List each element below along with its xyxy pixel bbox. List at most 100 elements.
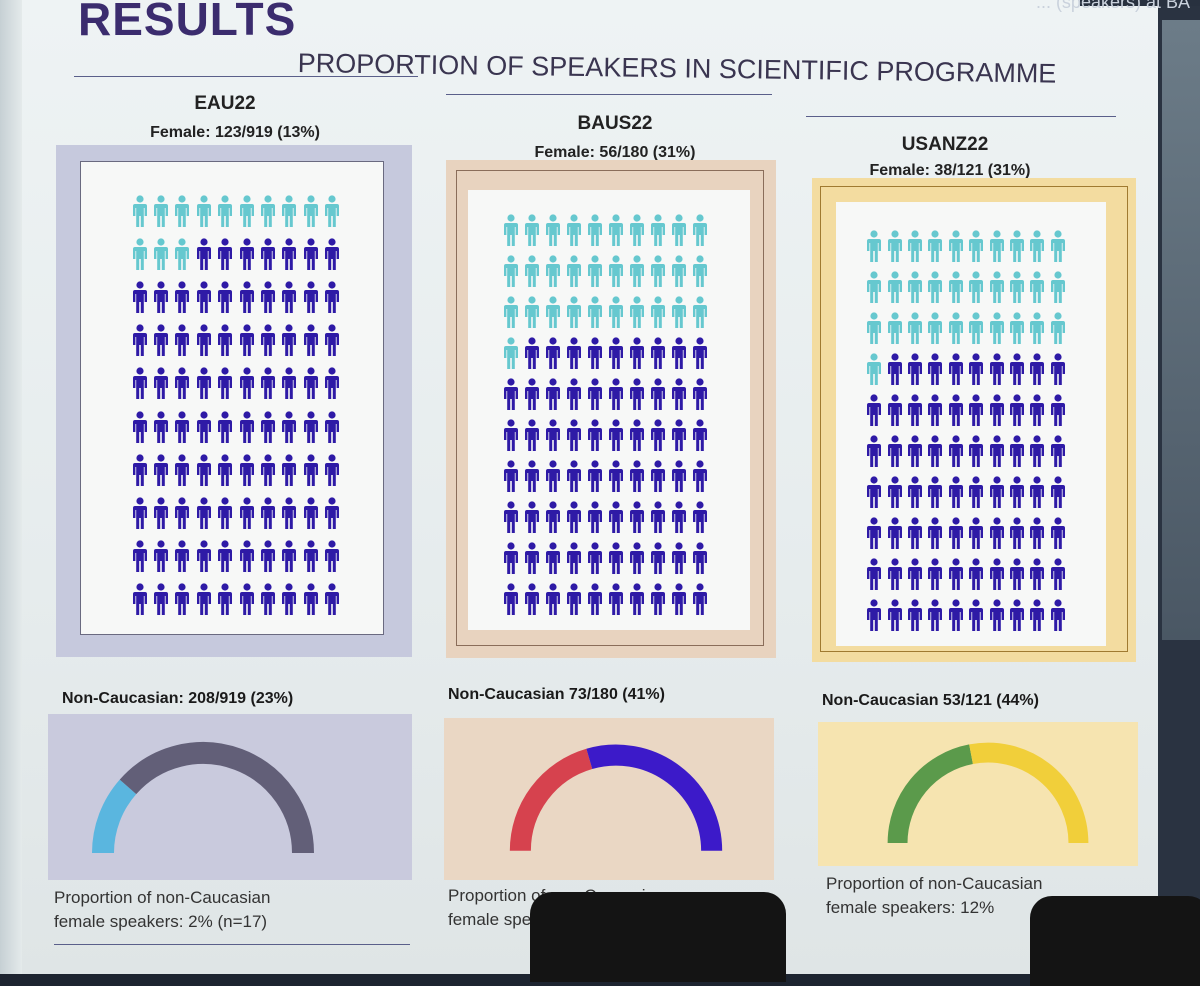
male-person-icon bbox=[905, 390, 925, 431]
female-person-icon bbox=[1027, 308, 1047, 349]
caption-line-2: female speakers: 2% (n=17) bbox=[54, 911, 268, 931]
male-person-icon bbox=[946, 513, 966, 554]
male-person-icon bbox=[584, 497, 605, 538]
male-person-icon bbox=[500, 374, 521, 415]
icon-array-frame bbox=[446, 160, 776, 658]
male-person-icon bbox=[215, 492, 236, 535]
male-person-icon bbox=[150, 492, 171, 535]
male-person-icon bbox=[500, 538, 521, 579]
female-person-icon bbox=[542, 251, 563, 292]
female-person-icon bbox=[905, 267, 925, 308]
male-person-icon bbox=[279, 276, 300, 319]
icon-array bbox=[500, 210, 710, 620]
icon-array bbox=[864, 226, 1068, 636]
male-person-icon bbox=[946, 390, 966, 431]
male-person-icon bbox=[946, 431, 966, 472]
male-person-icon bbox=[605, 497, 626, 538]
male-person-icon bbox=[563, 579, 584, 620]
female-person-icon bbox=[1048, 308, 1068, 349]
male-person-icon bbox=[605, 415, 626, 456]
male-person-icon bbox=[542, 333, 563, 374]
male-person-icon bbox=[193, 536, 214, 579]
male-person-icon bbox=[257, 276, 278, 319]
female-person-icon bbox=[605, 251, 626, 292]
male-person-icon bbox=[172, 320, 193, 363]
male-person-icon bbox=[1048, 554, 1068, 595]
male-person-icon bbox=[946, 554, 966, 595]
male-person-icon bbox=[1048, 390, 1068, 431]
male-person-icon bbox=[279, 233, 300, 276]
male-person-icon bbox=[689, 415, 710, 456]
male-person-icon bbox=[905, 554, 925, 595]
male-person-icon bbox=[864, 513, 884, 554]
female-person-icon bbox=[1027, 226, 1047, 267]
female-person-icon bbox=[925, 267, 945, 308]
male-person-icon bbox=[150, 320, 171, 363]
female-person-icon bbox=[626, 292, 647, 333]
male-person-icon bbox=[1007, 554, 1027, 595]
male-person-icon bbox=[500, 579, 521, 620]
male-person-icon bbox=[236, 492, 257, 535]
female-person-icon bbox=[584, 210, 605, 251]
icon-array-panel bbox=[836, 202, 1106, 646]
male-person-icon bbox=[193, 233, 214, 276]
male-person-icon bbox=[215, 233, 236, 276]
male-person-icon bbox=[500, 497, 521, 538]
female-person-icon bbox=[626, 210, 647, 251]
male-person-icon bbox=[300, 406, 321, 449]
male-person-icon bbox=[689, 579, 710, 620]
gauge-segment-rest bbox=[119, 742, 314, 854]
female-person-icon bbox=[1048, 267, 1068, 308]
icon-array-panel bbox=[80, 161, 384, 635]
male-person-icon bbox=[563, 374, 584, 415]
male-person-icon bbox=[626, 333, 647, 374]
male-person-icon bbox=[884, 431, 904, 472]
female-person-icon bbox=[668, 292, 689, 333]
male-person-icon bbox=[279, 579, 300, 622]
male-person-icon bbox=[584, 374, 605, 415]
female-person-icon bbox=[193, 190, 214, 233]
male-person-icon bbox=[1007, 472, 1027, 513]
header-fragment: ... (speakers) at BA bbox=[1035, 0, 1190, 12]
male-person-icon bbox=[129, 492, 150, 535]
icon-array-frame bbox=[56, 145, 412, 657]
male-person-icon bbox=[193, 276, 214, 319]
male-person-icon bbox=[236, 579, 257, 622]
female-person-icon bbox=[605, 210, 626, 251]
male-person-icon bbox=[300, 492, 321, 535]
male-person-icon bbox=[150, 276, 171, 319]
male-person-icon bbox=[884, 390, 904, 431]
male-person-icon bbox=[215, 276, 236, 319]
male-person-icon bbox=[668, 374, 689, 415]
male-person-icon bbox=[300, 276, 321, 319]
male-person-icon bbox=[500, 456, 521, 497]
male-person-icon bbox=[1027, 554, 1047, 595]
male-person-icon bbox=[884, 513, 904, 554]
female-person-icon bbox=[1007, 308, 1027, 349]
conference-title: USANZ22 bbox=[901, 134, 989, 155]
male-person-icon bbox=[279, 492, 300, 535]
male-person-icon bbox=[946, 349, 966, 390]
caption-line-2: female speakers: 12% bbox=[826, 897, 995, 917]
female-person-icon bbox=[946, 226, 966, 267]
female-person-icon bbox=[884, 226, 904, 267]
male-person-icon bbox=[986, 390, 1006, 431]
female-person-icon bbox=[689, 210, 710, 251]
male-person-icon bbox=[966, 349, 986, 390]
male-person-icon bbox=[689, 374, 710, 415]
male-person-icon bbox=[279, 449, 300, 492]
male-person-icon bbox=[864, 472, 884, 513]
male-person-icon bbox=[215, 449, 236, 492]
male-person-icon bbox=[322, 449, 343, 492]
male-person-icon bbox=[563, 415, 584, 456]
male-person-icon bbox=[1048, 595, 1068, 636]
male-person-icon bbox=[193, 406, 214, 449]
female-person-icon bbox=[864, 226, 884, 267]
male-person-icon bbox=[257, 449, 278, 492]
male-person-icon bbox=[300, 449, 321, 492]
male-person-icon bbox=[905, 513, 925, 554]
screen-right-panel bbox=[1162, 20, 1200, 640]
header-rule bbox=[806, 116, 1116, 117]
male-person-icon bbox=[1027, 349, 1047, 390]
male-person-icon bbox=[1007, 513, 1027, 554]
